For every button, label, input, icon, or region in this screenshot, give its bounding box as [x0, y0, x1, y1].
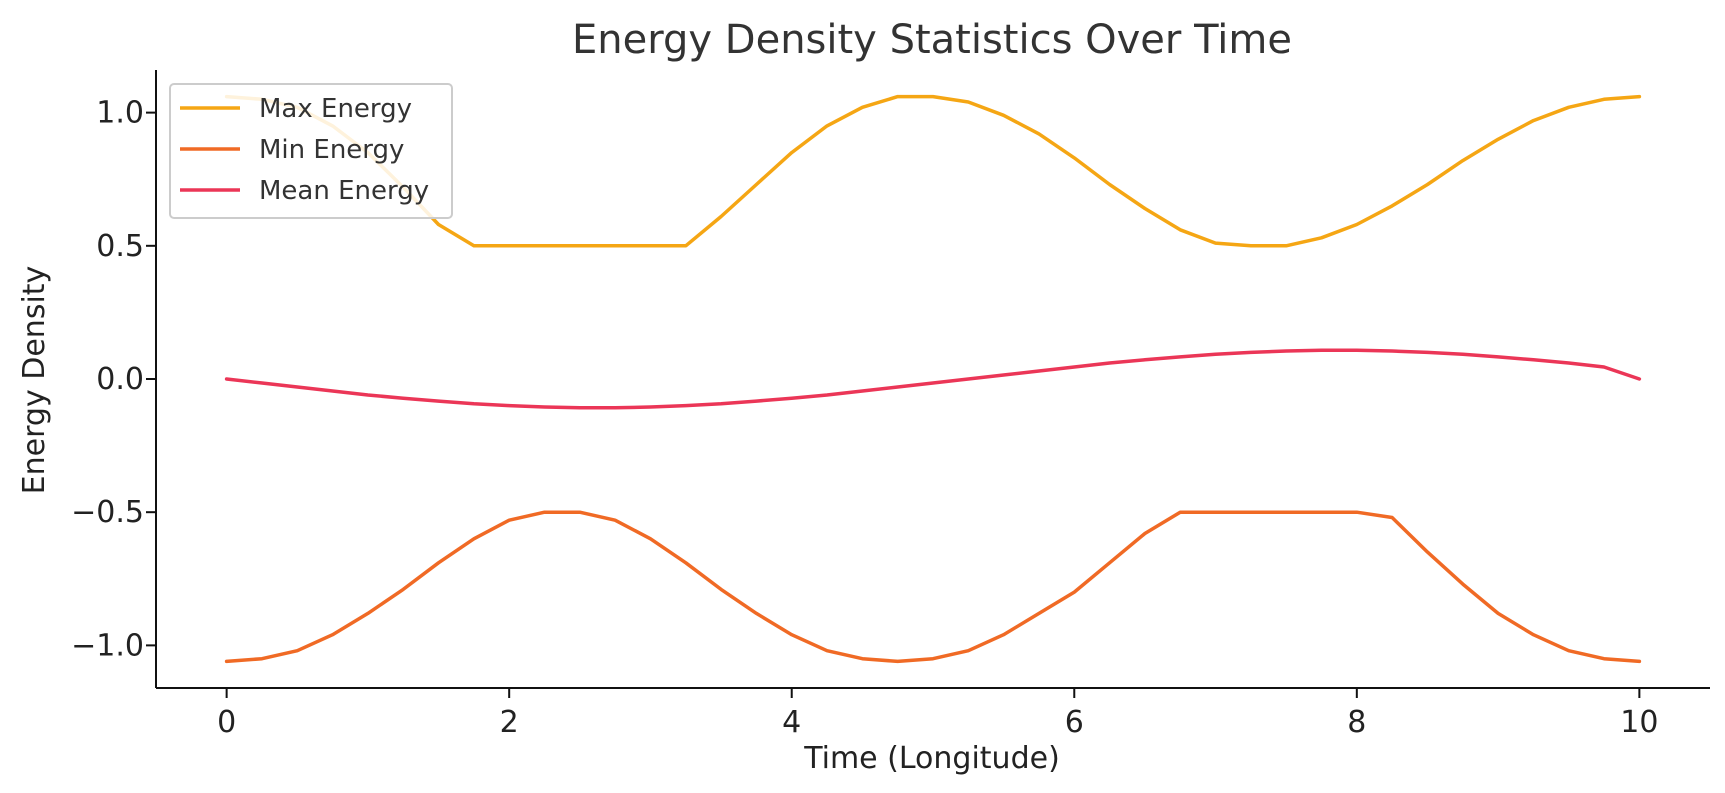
series-lines [224, 94, 1642, 664]
y-tick-label: −1.0 [71, 628, 144, 663]
legend-items: Max Energy Min Energy Mean Energy [180, 94, 429, 206]
series-line-max-energy [224, 94, 1642, 248]
x-ticks: 0 2 4 6 8 10 [217, 688, 1658, 740]
series-line-min-energy [224, 510, 1642, 664]
x-tick-label: 2 [500, 705, 519, 740]
y-ticks: 1.0 0.5 0.0 −0.5 −1.0 [71, 96, 156, 663]
y-tick-label: 0.5 [96, 229, 144, 264]
x-tick-label: 10 [1620, 705, 1658, 740]
x-tick-label: 6 [1065, 705, 1084, 740]
chart-title: Energy Density Statistics Over Time [572, 17, 1292, 63]
x-axis-label: Time (Longitude) [803, 741, 1060, 776]
x-tick-label: 0 [217, 705, 236, 740]
legend-label: Mean Energy [259, 176, 429, 206]
plot-area: 0 2 4 6 8 10 1.0 0.5 0.0 −0.5 −1.0 [71, 70, 1710, 740]
y-tick-label: −0.5 [71, 495, 144, 530]
series-line-mean-energy [224, 348, 1642, 410]
legend: Max Energy Min Energy Mean Energy [169, 83, 453, 219]
y-axis-label: Energy Density [17, 266, 52, 495]
y-tick-label: 1.0 [96, 96, 144, 131]
legend-label: Max Energy [259, 94, 412, 124]
y-tick-label: 0.0 [96, 362, 144, 397]
legend-label: Min Energy [259, 135, 404, 165]
x-tick-label: 8 [1347, 705, 1366, 740]
legend-box [169, 83, 453, 219]
x-tick-label: 4 [782, 705, 801, 740]
